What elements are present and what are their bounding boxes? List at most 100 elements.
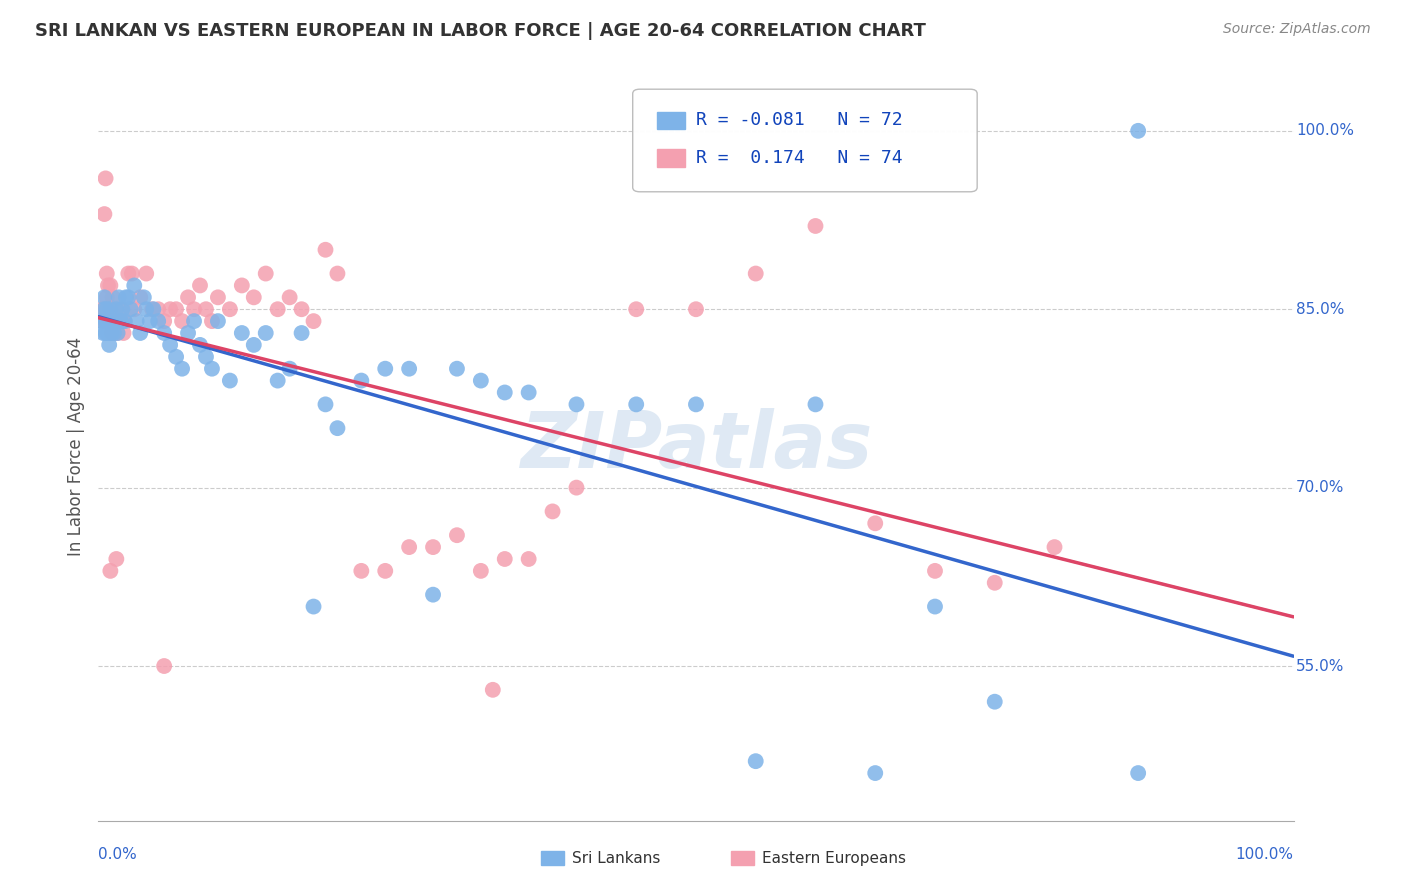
Point [201,361,224,376]
Point [159,338,181,352]
Point [267,302,290,317]
Point [124,278,146,293]
Point [91,326,114,340]
Point [326,267,349,281]
Point [94,302,117,317]
Point [114,314,136,328]
Point [110,302,132,317]
Point [398,361,420,376]
Point [165,350,187,364]
Point [626,302,648,317]
Point [96,290,118,304]
Point [626,397,648,411]
Point [470,374,492,388]
Point [98,314,121,328]
Point [278,290,301,304]
Point [231,326,253,340]
Point [98,302,122,317]
Point [108,314,131,328]
Point [315,243,337,257]
Point [132,290,155,304]
Point [111,302,134,317]
Point [685,302,707,317]
Point [172,361,194,376]
Point [517,385,540,400]
Point [117,290,139,304]
Point [374,361,396,376]
Point [153,659,176,673]
Point [98,314,122,328]
Point [159,302,181,317]
Point [105,552,128,566]
Point [177,326,200,340]
Point [494,552,516,566]
Point [183,302,205,317]
Point [219,302,242,317]
Point [422,588,444,602]
Point [219,374,242,388]
Point [517,552,540,566]
Point [350,564,373,578]
Point [207,314,229,328]
Point [494,385,516,400]
Text: SRI LANKAN VS EASTERN EUROPEAN IN LABOR FORCE | AGE 20-64 CORRELATION CHART: SRI LANKAN VS EASTERN EUROPEAN IN LABOR … [35,22,927,40]
Point [326,421,349,435]
Text: R = -0.081   N = 72: R = -0.081 N = 72 [696,112,903,129]
Point [129,290,152,304]
Point [124,302,146,317]
Point [153,314,176,328]
Point [565,481,588,495]
Text: 100.0%: 100.0% [1236,847,1294,862]
Point [141,302,163,317]
Point [117,267,139,281]
Point [98,314,122,328]
Point [267,374,290,388]
Point [177,290,200,304]
Point [188,338,211,352]
Point [97,326,120,340]
Point [1043,540,1066,554]
Point [98,278,122,293]
Point [924,599,946,614]
Point [103,326,125,340]
Point [422,540,444,554]
Point [135,302,157,317]
Point [93,302,115,317]
Point [565,397,588,411]
Point [125,314,148,328]
Point [98,338,121,352]
Point [97,302,120,317]
Point [148,302,170,317]
Point [541,504,564,518]
Point [446,361,468,376]
Point [107,326,129,340]
Point [374,564,396,578]
Text: 100.0%: 100.0% [1296,123,1354,138]
Point [291,302,314,317]
Point [91,314,114,328]
Point [112,326,135,340]
Point [302,599,325,614]
Point [804,219,827,233]
Point [302,314,325,328]
Point [111,314,134,328]
Point [188,278,211,293]
Point [114,314,136,328]
Text: Sri Lankans: Sri Lankans [572,851,661,865]
Point [745,754,768,768]
Text: 70.0%: 70.0% [1296,480,1344,495]
Point [107,314,129,328]
Point [243,290,266,304]
Point [105,314,128,328]
Text: 85.0%: 85.0% [1296,301,1344,317]
Point [94,314,117,328]
Point [804,397,827,411]
Point [291,326,314,340]
Point [172,314,194,328]
Point [115,290,138,304]
Point [91,302,114,317]
Point [446,528,468,542]
Point [100,326,122,340]
Point [148,314,170,328]
Text: Source: ZipAtlas.com: Source: ZipAtlas.com [1223,22,1371,37]
